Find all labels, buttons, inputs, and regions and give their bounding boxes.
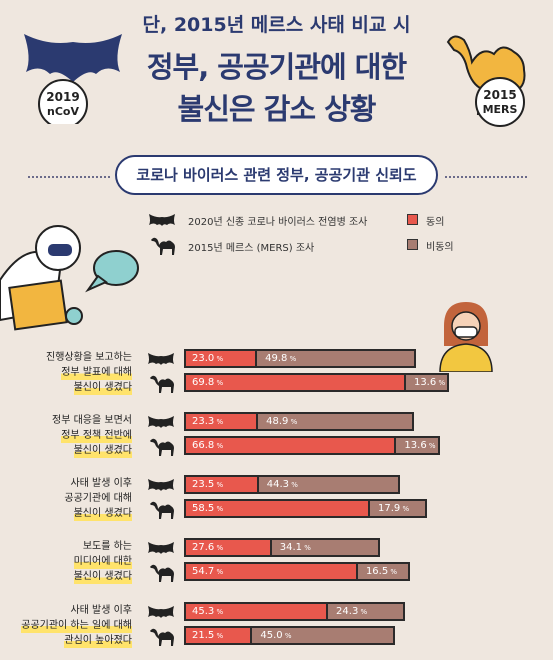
row-bat-icon — [148, 353, 174, 365]
camel-icon — [446, 35, 526, 115]
question-line: 미디어에 대한 — [73, 554, 132, 569]
value-covid-disagree: 49.8 % — [265, 353, 297, 364]
row-bat-icon — [148, 479, 174, 491]
hazmat-worker-illustration — [0, 225, 139, 331]
value-covid-agree: 23.5 % — [192, 479, 224, 490]
row-camel-icon — [150, 375, 174, 393]
row-camel-icon — [150, 628, 174, 646]
bat-icon — [24, 34, 122, 82]
bar-mers-agree — [184, 562, 358, 581]
value-mers-agree: 21.5 % — [192, 630, 224, 641]
row-bat-icon — [148, 416, 174, 428]
value-covid-disagree: 34.1 % — [279, 542, 311, 553]
question-line: 사태 발생 이후 — [70, 478, 132, 489]
legend-mers-label: 2015년 메르스 (MERS) 조사 — [188, 243, 315, 254]
bar-mers-agree — [184, 499, 371, 518]
value-mers-agree: 54.7 % — [192, 566, 224, 577]
bar-mers-agree — [184, 373, 406, 392]
legend-disagree-swatch — [407, 239, 418, 250]
value-covid-agree: 45.3 % — [192, 606, 224, 617]
badge-circle — [475, 77, 525, 127]
bar-covid-agree — [184, 475, 259, 494]
bar-covid-agree — [184, 602, 329, 621]
badge-right-year: 2015 — [483, 88, 516, 102]
value-mers-disagree: 17.9 % — [378, 503, 410, 514]
question-line: 공공기관에 대해 — [64, 493, 132, 504]
question-line: 불신이 생겼다 — [73, 569, 132, 584]
bar-covid-agree — [184, 538, 272, 557]
title-line-1: 정부, 공공기관에 대한 — [146, 50, 407, 84]
question-line: 불신이 생겼다 — [73, 443, 132, 458]
badge-right-name: MERS — [483, 103, 518, 116]
chart-title: 코로나 바이러스 관련 정부, 공공기관 신뢰도 — [115, 155, 438, 195]
question-line: 공공기관이 하는 일에 대해 — [21, 618, 132, 633]
mers-camel-badge: 2015 MERS — [446, 35, 526, 127]
legend-covid-label: 2020년 신종 코로나 바이러스 전염병 조사 — [188, 217, 368, 228]
bar-covid-agree — [184, 412, 259, 431]
bar-covid-agree — [184, 349, 258, 368]
row-bat-icon — [148, 542, 174, 554]
question-line: 관심이 높아졌다 — [64, 633, 132, 648]
value-mers-agree: 58.5 % — [192, 503, 224, 514]
value-covid-disagree: 48.9 % — [266, 416, 298, 427]
legend-bat-icon — [149, 214, 175, 226]
value-covid-disagree: 24.3 % — [336, 606, 368, 617]
row-camel-icon — [150, 501, 174, 519]
row-bat-icon — [148, 606, 174, 618]
supertitle: 단, 2015년 메르스 사태 비교 시 — [142, 14, 411, 36]
question-line: 보도를 하는 — [82, 541, 132, 552]
question-line: 사태 발생 이후 — [70, 605, 132, 616]
value-mers-agree: 66.8 % — [192, 440, 224, 451]
row-camel-icon — [150, 564, 174, 582]
question-line: 정부 대응을 보면서 — [52, 415, 132, 426]
dotted-divider-right — [445, 176, 527, 178]
question-line: 불신이 생겼다 — [73, 506, 132, 521]
question-line: 정부 정책 전반에 — [61, 428, 132, 443]
legend-disagree-label: 비동의 — [426, 242, 454, 253]
value-covid-disagree: 44.3 % — [266, 479, 298, 490]
legend-agree-swatch — [407, 214, 418, 225]
value-mers-disagree: 45.0 % — [260, 630, 292, 641]
value-covid-agree: 23.0 % — [192, 353, 224, 364]
legend-camel-icon — [151, 237, 175, 255]
question-line: 정부 발표에 대해 — [61, 365, 132, 380]
value-mers-disagree: 16.5 % — [365, 566, 398, 577]
ncov-bat-badge: 2019 nCoV — [24, 34, 122, 124]
value-covid-agree: 23.3 % — [192, 416, 224, 427]
badge-left-year: 2019 — [46, 90, 79, 104]
dotted-divider-left — [28, 176, 110, 178]
title-line-2: 불신은 감소 상황 — [177, 92, 377, 126]
bar-mers-agree — [184, 626, 253, 645]
masked-woman-illustration — [439, 302, 493, 372]
legend-agree-label: 동의 — [426, 217, 445, 228]
value-mers-disagree: 13.6 % — [413, 377, 446, 388]
row-camel-icon — [150, 438, 174, 456]
value-mers-disagree: 13.6 % — [404, 440, 436, 451]
question-line: 진행상황을 보고하는 — [46, 352, 132, 363]
bar-mers-agree — [184, 436, 397, 455]
question-line: 불신이 생겼다 — [73, 380, 132, 395]
badge-circle — [38, 79, 88, 124]
value-mers-agree: 69.8 % — [192, 377, 224, 388]
badge-left-name: nCoV — [47, 105, 79, 118]
value-covid-agree: 27.6 % — [192, 542, 224, 553]
